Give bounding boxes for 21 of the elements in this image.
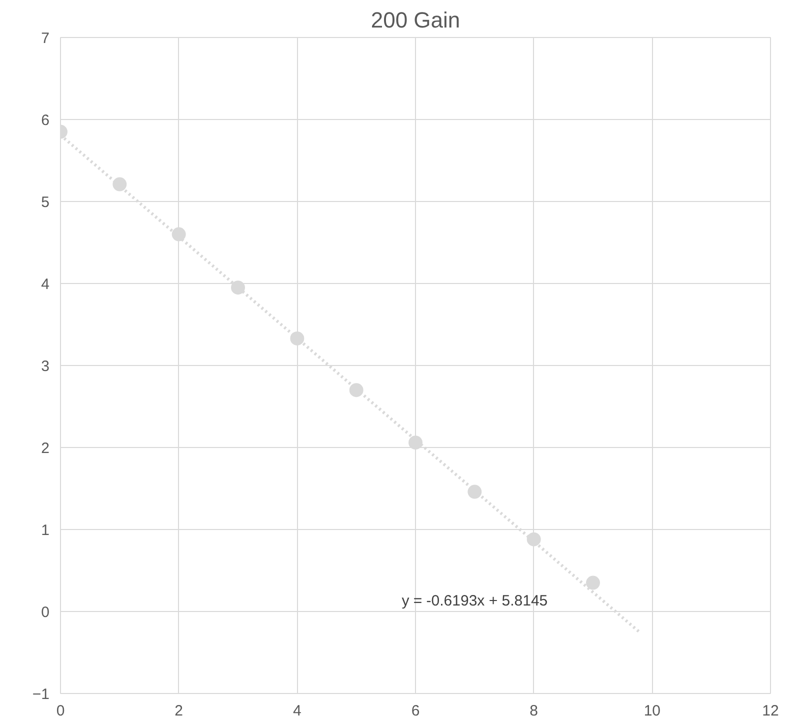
point xyxy=(172,227,186,242)
y-tick-label: 0 xyxy=(41,604,50,621)
x-tick-label: 10 xyxy=(644,702,661,720)
x-tick-label: 2 xyxy=(174,702,184,720)
annotation: y = -0.6193x + 5.8145 xyxy=(402,592,548,610)
y-tick-label: 6 xyxy=(41,112,50,129)
point xyxy=(586,576,600,590)
y-tick-label: 7 xyxy=(41,30,50,47)
point xyxy=(231,280,245,295)
x-tick-label: 12 xyxy=(762,702,779,720)
chart-title: 200 Gain xyxy=(370,8,460,32)
x-tick-label: 8 xyxy=(530,702,538,720)
x-tick-label: 6 xyxy=(411,702,420,720)
y-tick-label: 4 xyxy=(41,276,50,293)
y-tick-label: 2 xyxy=(41,440,50,457)
y-tick-label: 1 xyxy=(41,522,50,539)
x-tick-label: 4 xyxy=(292,702,302,720)
y-tick-label: 5 xyxy=(41,194,50,211)
x-tick-label: 0 xyxy=(56,702,65,720)
y-tick-label: −1 xyxy=(32,686,50,703)
y-tick-label: 3 xyxy=(41,358,50,375)
